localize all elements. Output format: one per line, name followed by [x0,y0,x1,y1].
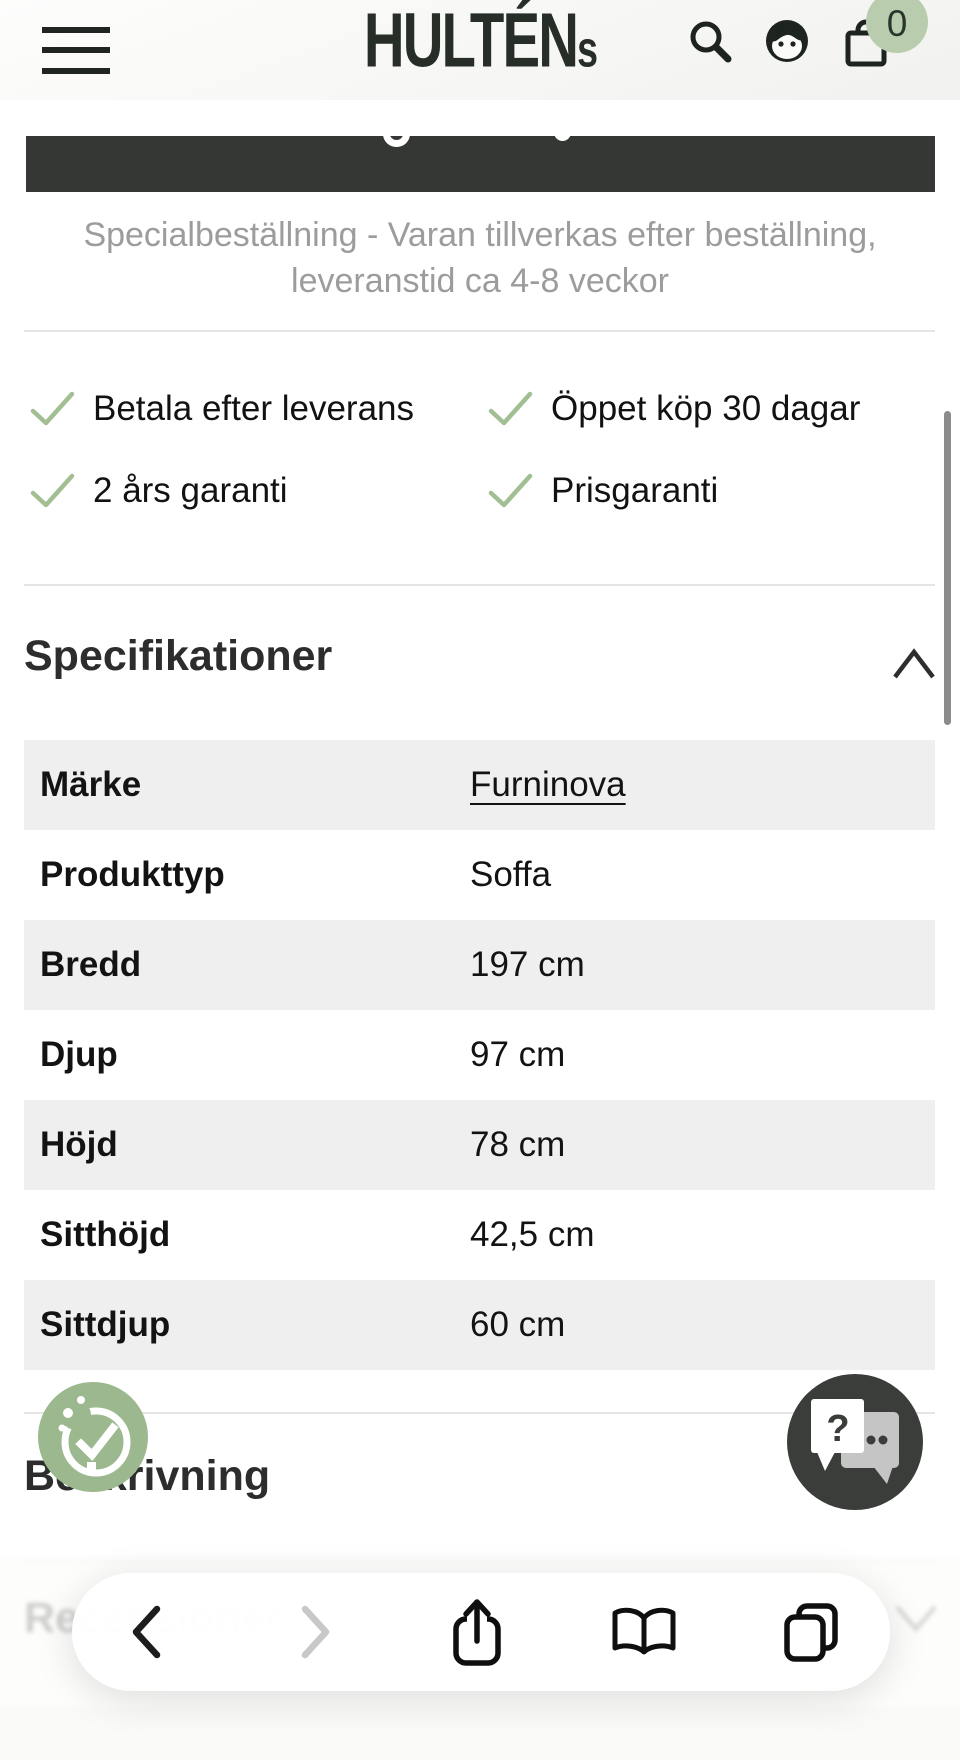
cookie-consent-widget[interactable] [38,1382,148,1492]
spec-value: 197 cm [470,945,585,984]
chevron-up-icon[interactable] [890,646,938,682]
spec-label: Bredd [40,945,142,984]
spec-value: Soffa [470,855,552,894]
table-row: Bredd 197 cm [24,920,935,1010]
brand-text: HULTÉN [363,0,579,83]
benefit-label: Öppet köp 30 dagar [551,389,861,428]
spec-label: Sittdjup [40,1305,171,1344]
tabs-icon [784,1603,838,1662]
benefit-label: Prisgaranti [551,471,719,510]
benefit-item: Betala efter leverans [30,384,414,434]
divider [24,330,935,332]
page-scrollbar[interactable] [944,411,951,725]
checkmark-icon [30,473,75,508]
checkmark-icon [30,391,75,426]
hamburger-menu-icon[interactable] [42,27,110,74]
share-button[interactable] [447,1573,507,1691]
button-text-fragment [383,121,410,147]
spec-value: 42,5 cm [470,1215,595,1254]
section-title-specifications[interactable]: Specifikationer [24,632,333,680]
chat-bubbles-icon [811,1399,899,1484]
share-icon [453,1599,501,1666]
checkmark-icon [488,391,533,426]
specifications-table: Märke Furninova Produkttyp Soffa Bredd 1… [24,740,935,1370]
button-text-fragment [554,124,571,141]
benefit-item: Öppet köp 30 dagar [488,384,860,434]
table-row: Sittdjup 60 cm [24,1280,935,1370]
back-chevron-icon [132,1605,160,1659]
brand-logo[interactable]: HULTÉNs [29,0,931,84]
table-row: Produkttyp Soffa [24,830,935,920]
benefit-label: 2 års garanti [93,471,288,510]
spec-value: 97 cm [470,1035,566,1074]
cookie-check-icon [58,1396,131,1477]
table-row: Sitthöjd 42,5 cm [24,1190,935,1280]
bookmarks-icon [612,1607,676,1655]
table-row: Höjd 78 cm [24,1100,935,1190]
tabs-button[interactable] [780,1573,842,1691]
special-order-notice: Specialbeställning - Varan tillverkas ef… [83,216,877,301]
benefit-item: Prisgaranti [488,466,718,516]
cart-count-badge[interactable]: 0 [866,0,928,53]
table-row: Märke Furninova [24,740,935,830]
checkmark-icon [488,473,533,508]
benefit-label: Betala efter leverans [93,389,415,428]
spec-label: Höjd [40,1125,118,1164]
spec-label: Djup [40,1035,118,1074]
chat-widget[interactable]: ? [787,1374,923,1510]
bookmarks-button[interactable] [611,1573,677,1691]
table-row: Djup 97 cm [24,1010,935,1100]
add-to-cart-button-partial[interactable] [26,136,935,192]
brand-text-suffix: s [577,21,598,78]
spec-value: 60 cm [470,1305,566,1344]
brand-link[interactable]: Furninova [470,765,626,804]
spec-label: Produkttyp [40,855,225,894]
account-icon[interactable] [764,18,810,64]
site-header: HULTÉNs 0 [0,0,960,100]
spec-label: Märke [40,765,142,804]
browser-toolbar [72,1573,890,1691]
spec-value: 78 cm [470,1125,566,1164]
back-button[interactable] [118,1573,173,1691]
divider [24,584,935,586]
search-icon[interactable] [688,19,734,65]
cart-count: 0 [886,3,908,44]
divider [24,1412,935,1414]
forward-button[interactable] [288,1573,343,1691]
chat-question-glyph: ? [826,1408,850,1450]
forward-chevron-icon [301,1605,329,1659]
spec-label: Sitthöjd [40,1215,171,1254]
benefit-item: 2 års garanti [30,466,288,516]
